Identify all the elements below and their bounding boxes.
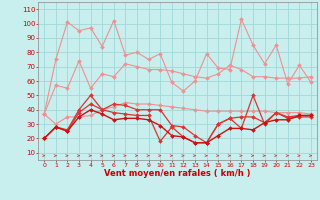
X-axis label: Vent moyen/en rafales ( km/h ): Vent moyen/en rafales ( km/h )	[104, 169, 251, 178]
